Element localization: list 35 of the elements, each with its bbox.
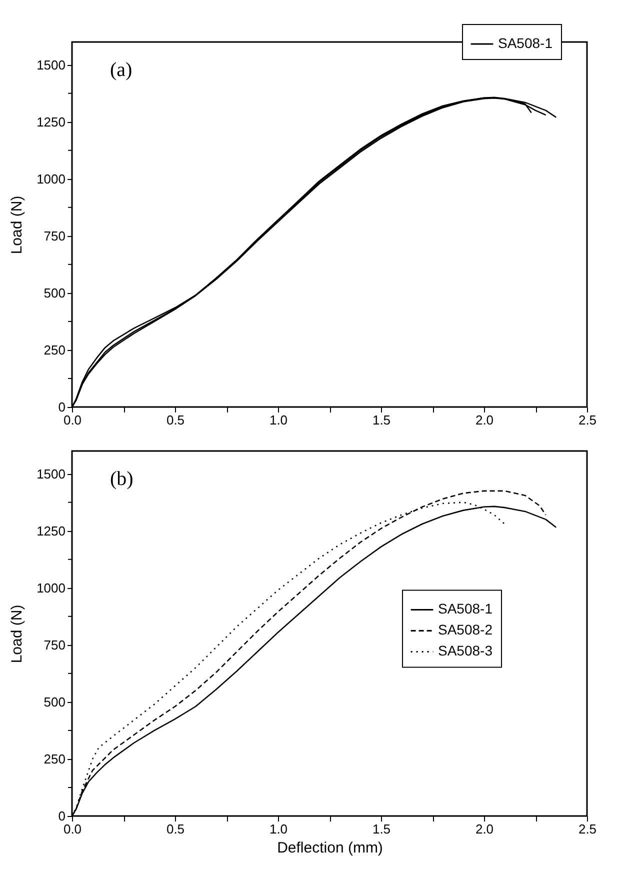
annotation: (b)	[110, 468, 134, 490]
y-tick-label: 1500	[36, 57, 66, 72]
legend-label: SA508-1	[438, 600, 493, 617]
legend-label: SA508-1	[498, 35, 553, 51]
x-tick-label: 1.5	[372, 822, 391, 836]
legend-label: SA508-3	[438, 642, 493, 659]
x-tick-label: 1.5	[372, 412, 391, 428]
y-tick-label: 500	[44, 694, 66, 710]
y-tick-label: 500	[44, 285, 66, 300]
x-tick-label: 0.0	[63, 412, 82, 428]
x-tick-label: 2.0	[475, 412, 494, 428]
y-axis-title: Load (N)	[8, 196, 26, 254]
x-tick-label: 2.5	[578, 822, 597, 836]
y-tick-label: 1500	[36, 466, 66, 482]
y-tick-label: 250	[44, 751, 66, 766]
y-tick-label: 1000	[36, 171, 66, 186]
x-tick-label: 1.0	[269, 822, 288, 836]
y-tick-label: 250	[44, 342, 66, 358]
y-tick-label: 1250	[36, 114, 66, 130]
x-tick-label: 1.0	[269, 412, 288, 428]
y-tick-label: 1250	[36, 523, 66, 538]
x-tick-label: 0.5	[166, 412, 185, 428]
x-tick-label: 0.5	[166, 822, 185, 836]
legend-label: SA508-2	[438, 622, 493, 638]
y-tick-label: 0	[58, 400, 66, 414]
x-tick-label: 2.0	[475, 822, 494, 836]
y-tick-label: 750	[44, 228, 66, 244]
y-tick-label: 750	[44, 637, 66, 652]
annotation: (a)	[110, 59, 132, 81]
y-tick-label: 0	[58, 808, 66, 824]
x-tick-label: 2.5	[578, 412, 597, 428]
y-tick-label: 1000	[36, 580, 66, 596]
x-tick-label: 0.0	[63, 822, 82, 836]
x-axis-title: Deflection (mm)	[277, 840, 383, 856]
y-axis-title: Load (N)	[8, 604, 26, 664]
